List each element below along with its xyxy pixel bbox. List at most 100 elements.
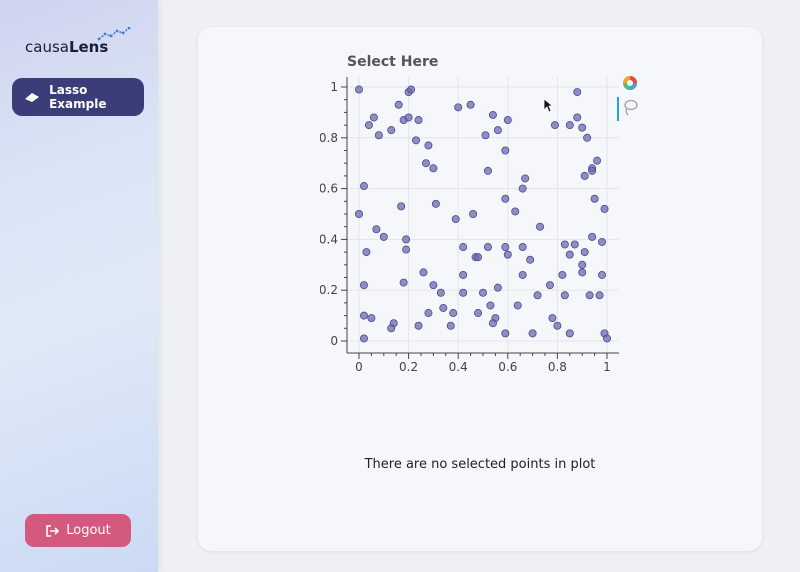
plot-title: Select Here	[347, 54, 439, 70]
data-point	[451, 215, 460, 224]
data-point	[548, 314, 557, 323]
logout-button[interactable]: Logout	[25, 514, 131, 547]
data-point	[503, 250, 512, 259]
selection-status: There are no selected points in plot	[364, 457, 596, 472]
data-point	[369, 113, 378, 122]
data-point	[580, 171, 589, 180]
data-point	[431, 199, 440, 208]
data-point	[436, 288, 445, 297]
data-point	[565, 121, 574, 130]
data-point	[355, 85, 364, 94]
data-point	[424, 141, 433, 150]
sidebar-item-lasso-example[interactable]: Lasso Example	[12, 78, 144, 116]
data-point	[528, 329, 537, 338]
data-point	[501, 329, 510, 338]
data-point	[518, 270, 527, 279]
x-tick-label: 0.8	[548, 360, 567, 374]
data-point	[474, 253, 483, 262]
data-point	[379, 232, 388, 241]
data-point	[474, 309, 483, 318]
data-point	[602, 334, 611, 343]
data-point	[446, 321, 455, 330]
data-point	[593, 156, 602, 165]
data-point	[598, 270, 607, 279]
data-point	[545, 281, 554, 290]
data-point	[402, 245, 411, 254]
sidebar-item-label: Lasso Example	[49, 83, 107, 111]
data-point	[570, 240, 579, 249]
data-point	[536, 222, 545, 231]
data-point	[560, 240, 569, 249]
active-tool-indicator	[617, 97, 619, 121]
data-point	[372, 225, 381, 234]
data-point	[412, 136, 421, 145]
sidebar: causaLens Lasso Example Logout	[0, 0, 158, 572]
data-point	[486, 301, 495, 310]
brand-name: causaLens	[25, 38, 109, 56]
y-tick-label: 0	[330, 334, 338, 348]
logout-label: Logout	[66, 523, 111, 538]
data-point	[501, 243, 510, 252]
data-point	[374, 131, 383, 140]
data-point	[578, 268, 587, 277]
y-tick-label: 0.4	[320, 232, 338, 246]
data-point	[414, 321, 423, 330]
data-point	[402, 235, 411, 244]
plot-axes	[341, 77, 619, 359]
data-point	[501, 146, 510, 155]
x-tick-label: 1	[603, 360, 611, 374]
brand-logo: causaLens	[25, 27, 135, 60]
data-point	[359, 281, 368, 290]
data-point	[513, 301, 522, 310]
data-point	[588, 166, 597, 175]
data-point	[364, 121, 373, 130]
data-point	[359, 182, 368, 191]
data-point	[558, 270, 567, 279]
data-point	[367, 314, 376, 323]
data-point	[449, 309, 458, 318]
data-point	[459, 270, 468, 279]
data-point	[424, 309, 433, 318]
y-tick-label: 0.6	[320, 182, 338, 196]
bokeh-logo-icon[interactable]	[622, 75, 638, 95]
y-tick-label: 0.8	[320, 131, 338, 145]
plot-area	[347, 77, 619, 353]
data-point	[518, 243, 527, 252]
data-point	[359, 311, 368, 320]
x-tick-label: 0.2	[399, 360, 418, 374]
data-point	[493, 283, 502, 292]
data-point	[359, 334, 368, 343]
mouse-cursor-icon	[543, 98, 554, 117]
data-point	[573, 88, 582, 97]
data-point	[585, 291, 594, 300]
data-point	[466, 100, 475, 109]
data-point	[459, 288, 468, 297]
data-point	[488, 319, 497, 328]
data-point	[387, 324, 396, 333]
data-point	[590, 194, 599, 203]
data-point	[526, 255, 535, 264]
data-point	[565, 250, 574, 259]
data-point	[578, 123, 587, 132]
tick-labels: 0 0 0.2 0.2 0.4 0.4 0.6 0.6 0.8 0.8 1 1	[320, 80, 611, 374]
data-point	[459, 243, 468, 252]
data-point	[454, 103, 463, 112]
data-point	[600, 204, 609, 213]
data-point	[488, 110, 497, 119]
data-point	[518, 184, 527, 193]
data-point	[598, 237, 607, 246]
data-point	[399, 278, 408, 287]
data-point	[565, 329, 574, 338]
data-point	[560, 291, 569, 300]
data-point	[573, 113, 582, 122]
x-tick-label: 0	[355, 360, 363, 374]
scatter-plot[interactable]: 0 0 0.2 0.2 0.4 0.4 0.6 0.6 0.8 0.8 1 1	[320, 72, 620, 382]
data-point	[578, 260, 587, 269]
data-point	[493, 126, 502, 135]
data-point	[503, 116, 512, 125]
data-point	[421, 159, 430, 168]
data-point	[355, 209, 364, 218]
lasso-select-icon[interactable]	[622, 99, 638, 121]
y-tick-label: 0.2	[320, 283, 338, 297]
data-point	[481, 131, 490, 140]
